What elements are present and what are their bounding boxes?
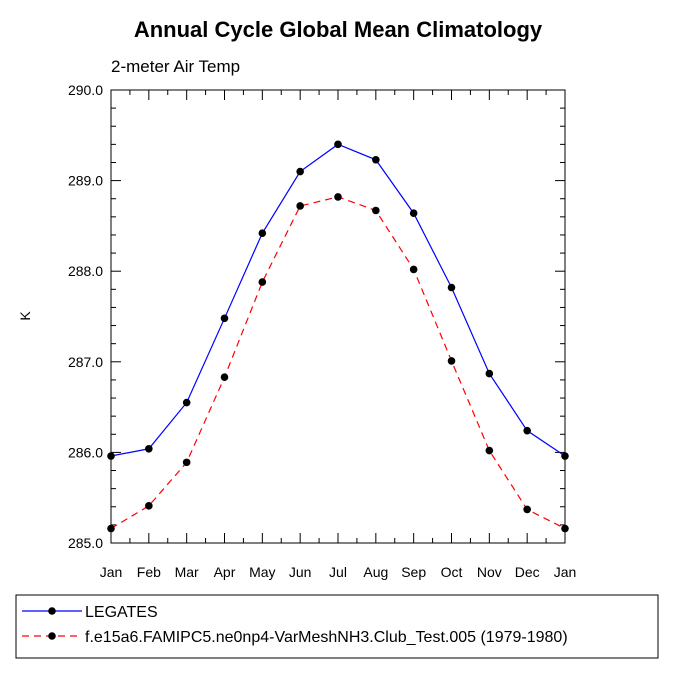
x-tick-label: Sep (401, 564, 426, 580)
data-point (258, 278, 267, 286)
data-point (409, 209, 418, 218)
data-point (523, 426, 531, 435)
x-tick-label: Dec (515, 564, 540, 580)
x-tick-label: Jan (554, 564, 577, 580)
data-point (372, 206, 380, 215)
x-tick-label: Jan (100, 564, 123, 580)
data-point (372, 155, 380, 164)
y-axis-label: K (17, 311, 33, 321)
series-line (110, 196, 566, 530)
data-point (447, 283, 456, 292)
x-tick-labels: Jan Feb Mar Apr May Jun Jul Aug Sep Oct Nov Dec Jan (100, 564, 577, 580)
series-layer (107, 140, 569, 533)
axis-ticks (110, 89, 566, 544)
x-tick-label: Feb (137, 564, 161, 580)
data-point (334, 193, 342, 201)
x-tick-label: Oct (441, 564, 463, 580)
data-point (145, 502, 153, 510)
data-point (220, 373, 229, 382)
legend-marker (48, 632, 56, 640)
legend: LEGATES f.e15a6.FAMIPC5.ne0np4-VarMeshNH3… (22, 604, 568, 646)
data-point (561, 452, 569, 460)
data-point (409, 265, 418, 274)
y-tick-label: 289.0 (68, 173, 103, 189)
x-tick-label: Mar (175, 564, 199, 580)
x-tick-label: Jul (329, 564, 347, 580)
legend-label: LEGATES (85, 604, 158, 621)
y-tick-label: 285.0 (68, 535, 103, 551)
data-point (296, 167, 304, 176)
y-tick-label: 288.0 (68, 263, 103, 279)
y-tick-label: 287.0 (68, 354, 103, 370)
data-point (334, 140, 342, 149)
data-point (182, 398, 191, 407)
data-point (107, 452, 115, 460)
legend-box (15, 594, 659, 659)
chart-title: Annual Cycle Global Mean Climatology (134, 17, 543, 42)
legend-marker (48, 607, 56, 615)
series-line (110, 143, 566, 457)
data-point (296, 202, 304, 210)
y-tick-label: 290.0 (68, 82, 103, 98)
data-point (561, 524, 569, 533)
data-point (107, 524, 115, 533)
data-point (485, 369, 494, 378)
data-point (220, 314, 229, 323)
data-point (182, 458, 191, 467)
y-tick-labels: 285.0 286.0 287.0 288.0 289.0 290.0 (68, 82, 103, 551)
x-tick-label: Apr (214, 564, 236, 580)
plot-frame (110, 89, 566, 544)
data-point (485, 446, 494, 455)
x-tick-label: Jun (289, 564, 312, 580)
chart-subtitle: 2-meter Air Temp (111, 57, 240, 76)
x-tick-label: Nov (477, 564, 502, 580)
data-point (447, 357, 456, 365)
x-tick-label: Aug (363, 564, 388, 580)
x-tick-label: May (249, 564, 275, 580)
data-point (258, 229, 267, 237)
legend-label: f.e15a6.FAMIPC5.ne0np4-VarMeshNH3.Club_T… (85, 629, 568, 646)
data-point (523, 505, 531, 514)
data-point (145, 444, 153, 453)
y-tick-label: 286.0 (68, 444, 103, 460)
